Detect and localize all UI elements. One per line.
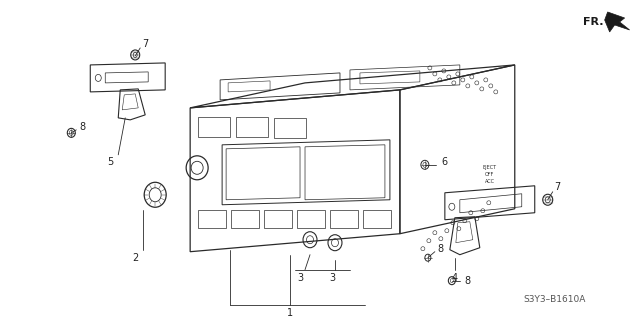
Text: 8: 8 <box>465 276 471 286</box>
Text: 3: 3 <box>329 273 335 283</box>
Text: 1: 1 <box>287 308 293 318</box>
Text: 8: 8 <box>79 122 85 132</box>
Text: 5: 5 <box>107 157 113 167</box>
Text: 7: 7 <box>142 39 148 49</box>
Polygon shape <box>605 12 630 32</box>
Text: 4: 4 <box>452 273 458 283</box>
Text: FR.: FR. <box>582 17 603 27</box>
Text: 2: 2 <box>132 253 138 263</box>
Text: 7: 7 <box>555 182 561 192</box>
Text: S3Y3–B1610A: S3Y3–B1610A <box>524 295 586 304</box>
Text: 3: 3 <box>297 273 303 283</box>
Text: 6: 6 <box>442 157 448 167</box>
Text: EJECT
OFF
ACC: EJECT OFF ACC <box>483 165 497 184</box>
Text: 8: 8 <box>438 244 444 254</box>
